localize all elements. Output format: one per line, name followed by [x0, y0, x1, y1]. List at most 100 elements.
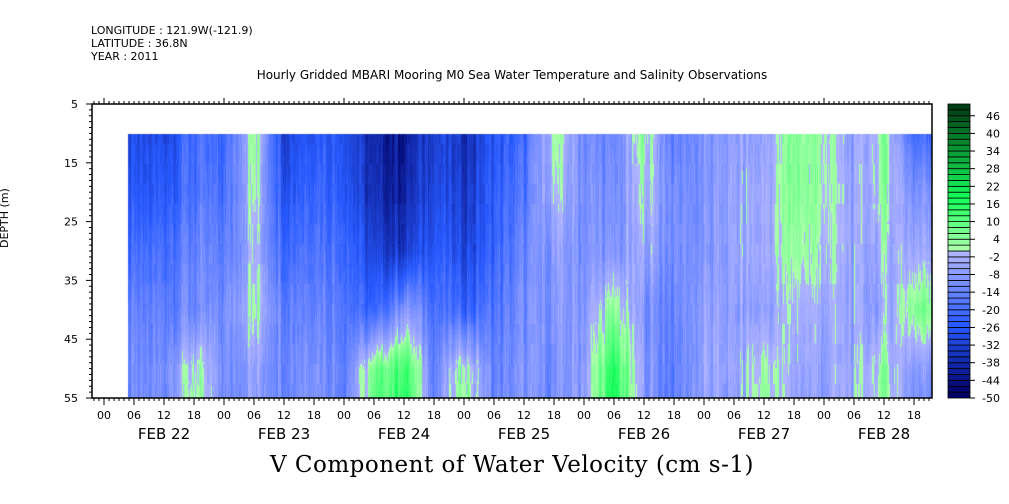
colorbar-label: 40: [986, 127, 1000, 140]
x-date-label: FEB 26: [618, 425, 670, 443]
colorbar-band: [947, 344, 971, 352]
x-hour-tick-label: 12: [757, 409, 771, 422]
x-hour-tick-label: 00: [337, 409, 351, 422]
colorbar-band: [947, 315, 971, 322]
x-hour-tick-label: 00: [817, 409, 831, 422]
colorbar-band: [947, 391, 971, 399]
x-hour-tick-label: 06: [607, 409, 621, 422]
x-hour-tick-label: 12: [157, 409, 171, 422]
colorbar-label: -32: [982, 339, 1000, 352]
colorbar-band: [947, 279, 971, 287]
y-tick-label: 5: [71, 98, 78, 111]
colorbar-band: [947, 297, 971, 305]
x-date-label: FEB 24: [378, 425, 430, 443]
x-date-label: FEB 22: [138, 425, 190, 443]
colorbar-label: 16: [986, 198, 1000, 211]
colorbar-band: [947, 244, 971, 252]
colorbar-label: -8: [989, 269, 1000, 282]
colorbar-label: -50: [982, 392, 1000, 405]
colorbar-band: [947, 144, 971, 152]
x-hour-tick-label: 06: [367, 409, 381, 422]
y-axis-label: DEPTH (m): [0, 188, 11, 248]
x-hour-tick-label: 12: [877, 409, 891, 422]
colorbar-band: [947, 232, 971, 240]
x-date-label: FEB 25: [498, 425, 550, 443]
colorbar-band: [947, 121, 971, 128]
y-tick-label: 25: [64, 216, 78, 229]
colorbar-band: [947, 268, 971, 275]
colorbar-band: [947, 215, 971, 223]
colorbar-band: [947, 162, 971, 170]
colorbar-band: [947, 262, 971, 270]
colorbar-label: -26: [982, 321, 1000, 334]
colorbar-band: [947, 285, 971, 293]
x-hour-tick-label: 18: [187, 409, 201, 422]
colorbar-band: [947, 362, 971, 370]
colorbar-band: [947, 291, 971, 299]
colorbar-band: [947, 197, 971, 205]
colorbar-band: [947, 168, 971, 175]
colorbar-label: 22: [986, 180, 1000, 193]
colorbar-label: -2: [989, 251, 1000, 264]
colorbar-label: 28: [986, 163, 1000, 176]
colorbar-band: [947, 127, 971, 134]
x-hour-tick-label: 18: [787, 409, 801, 422]
colorbar-label: -38: [982, 357, 1000, 370]
x-hour-tick-label: 00: [97, 409, 111, 422]
colorbar-label: 10: [986, 216, 1000, 229]
colorbar-band: [947, 203, 971, 211]
colorbar-band: [947, 356, 971, 364]
y-tick-label: 15: [64, 157, 78, 170]
heatmap: [92, 104, 932, 398]
x-hour-tick-label: 18: [547, 409, 561, 422]
colorbar-band: [947, 103, 971, 111]
colorbar-band: [947, 221, 971, 228]
colorbar-band: [947, 303, 971, 311]
x-hour-tick-label: 12: [277, 409, 291, 422]
colorbar-band: [947, 350, 971, 358]
x-hour-tick-label: 18: [427, 409, 441, 422]
colorbar-band: [947, 327, 971, 334]
colorbar-band: [947, 209, 971, 217]
colorbar-label: 4: [993, 233, 1000, 246]
x-hour-tick-label: 06: [247, 409, 261, 422]
colorbar-band: [947, 132, 971, 140]
x-hour-tick-label: 00: [577, 409, 591, 422]
x-hour-tick-label: 12: [397, 409, 411, 422]
x-hour-tick-label: 06: [127, 409, 141, 422]
colorbar-label: -20: [982, 304, 1000, 317]
x-hour-tick-label: 18: [907, 409, 921, 422]
y-tick-label: 55: [64, 392, 78, 405]
colorbar-band: [947, 385, 971, 393]
colorbar-label: -14: [982, 286, 1000, 299]
colorbar-band: [947, 379, 971, 387]
colorbar-band: [947, 256, 971, 264]
x-date-label: FEB 28: [858, 425, 910, 443]
colorbar-label: -44: [982, 374, 1000, 387]
colorbar-band: [947, 156, 971, 164]
colorbar-band: [947, 109, 971, 117]
colorbar-band: [947, 227, 971, 234]
longitude-label: LONGITUDE : 121.9W(-121.9): [91, 24, 253, 37]
colorbar-band: [947, 185, 971, 193]
colorbar-band: [947, 309, 971, 317]
x-hour-tick-label: 06: [727, 409, 741, 422]
colorbar-band: [947, 332, 971, 340]
colorbar-band: [947, 368, 971, 375]
x-hour-tick-label: 18: [307, 409, 321, 422]
latitude-label: LATITUDE : 36.8N: [91, 37, 188, 50]
colorbar-band: [947, 180, 971, 187]
x-hour-tick-label: 18: [667, 409, 681, 422]
x-hour-tick-label: 12: [637, 409, 651, 422]
colorbar-band: [947, 374, 971, 381]
colorbar-band: [947, 150, 971, 158]
y-tick-label: 45: [64, 333, 78, 346]
colorbar-band: [947, 250, 971, 258]
colorbar-band: [947, 115, 971, 123]
colorbar-band: [947, 138, 971, 146]
year-label: YEAR : 2011: [91, 50, 159, 63]
colorbar-band: [947, 338, 971, 346]
colorbar-band: [947, 321, 971, 328]
